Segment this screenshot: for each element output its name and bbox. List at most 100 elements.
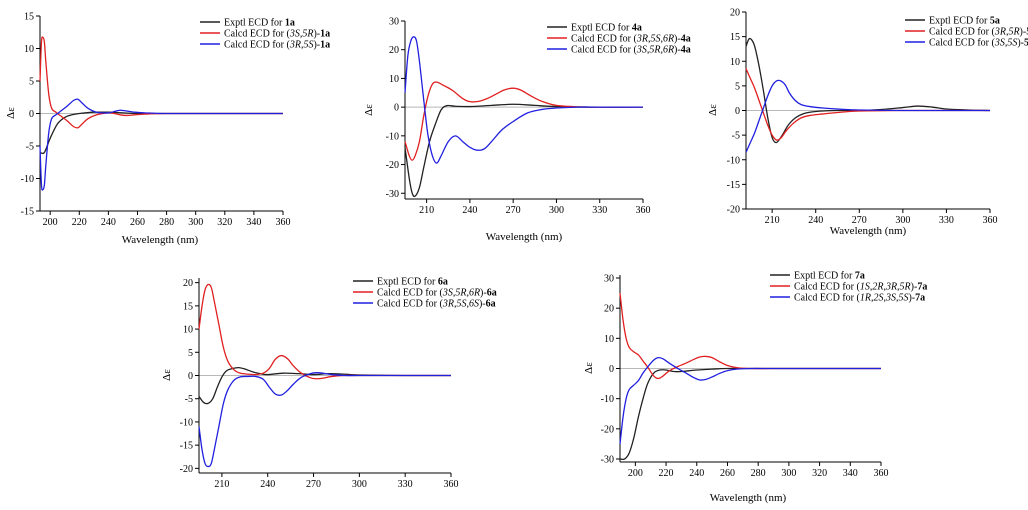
legend-entry: Calcd ECD for (3R,5S,6S)-6a xyxy=(377,299,496,310)
x-tick-label: 300 xyxy=(549,205,564,216)
x-tick-label: 260 xyxy=(130,217,145,228)
x-tick-label: 300 xyxy=(352,479,367,490)
x-tick-label: 360 xyxy=(983,215,998,226)
x-tick-label: 260 xyxy=(720,468,735,479)
series-line-2 xyxy=(404,81,644,161)
legend-entry: Calcd ECD for (3S,5R,6R)-4a xyxy=(571,45,691,56)
y-axis-title: Δε xyxy=(707,104,719,116)
legend-entry: Exptl ECD for 4a xyxy=(571,23,642,34)
y-tick-label: 15 xyxy=(183,301,193,312)
x-tick-label: 330 xyxy=(592,205,607,216)
legend-entry: Calcd ECD for (3R,5S)-1a xyxy=(224,40,330,51)
x-tick-label: 220 xyxy=(659,468,674,479)
y-axis-title: Δε xyxy=(363,104,375,116)
x-tick-label: 240 xyxy=(462,205,477,216)
legend-entry: Exptl ECD for 5a xyxy=(929,16,1000,27)
y-tick-label: -15 xyxy=(21,207,34,218)
x-tick-label: 360 xyxy=(276,217,291,228)
x-tick-label: 270 xyxy=(852,215,867,226)
x-tick-label: 360 xyxy=(874,468,889,479)
legend-entry: Exptl ECD for 7a xyxy=(794,271,865,282)
series-line-1 xyxy=(745,37,991,144)
y-tick-label: 20 xyxy=(183,278,193,289)
chart-panel-e: -30 -20 -10 0 10 20 30 200 220 240 260 280 300 320 340… xyxy=(583,271,927,505)
y-tick-label: -20 xyxy=(386,160,399,171)
series-line-2 xyxy=(198,283,451,380)
chart-panel-d: -20 -15 -10 -5 0 5 10 15 20 210 240 270 300 330 360 Δε E… xyxy=(161,277,497,491)
x-tick-label: 220 xyxy=(72,217,87,228)
y-tick-label: -30 xyxy=(601,454,614,465)
legend-entry: Calcd ECD for (3R,5S,6R)-4a xyxy=(571,34,691,45)
y-tick-label: -5 xyxy=(26,142,34,153)
x-tick-label: 300 xyxy=(188,217,203,228)
y-tick-label: 10 xyxy=(604,334,614,345)
series-line-3 xyxy=(619,356,881,444)
legend-entry: Calcd ECD for (1R,2S,3S,5S)-7a xyxy=(794,293,925,304)
chart-panel-a: -15 -10 -5 0 5 10 15 200 220 240 260 280 300 320 340 36… xyxy=(5,12,330,247)
series-line-3 xyxy=(198,372,451,468)
series-line-1 xyxy=(198,366,452,405)
x-axis-title: Wavelength (nm) xyxy=(710,492,787,504)
y-tick-label: 5 xyxy=(735,81,740,92)
y-tick-label: 0 xyxy=(735,106,740,117)
y-tick-label: -10 xyxy=(21,174,34,185)
y-tick-label: 30 xyxy=(389,17,399,28)
y-tick-label: 20 xyxy=(604,304,614,315)
chart-panel-b: -30 -20 -10 0 10 20 30 210 240 270 300 330 360 Wavele… xyxy=(363,17,691,244)
y-tick-label: -20 xyxy=(180,464,193,475)
series-line-3 xyxy=(745,79,990,153)
y-tick-label: 0 xyxy=(609,364,614,375)
legend-entry: Calcd ECD for (3S,5S)-5a xyxy=(929,38,1028,49)
legend-entry: Calcd ECD for (3R,5R)-5a xyxy=(929,27,1028,38)
y-tick-label: -5 xyxy=(185,394,193,405)
x-tick-label: 210 xyxy=(765,215,780,226)
legend-entry: Calcd ECD for (3S,5R)-1a xyxy=(224,29,330,40)
x-tick-label: 270 xyxy=(506,205,521,216)
x-axis-title: Wavelength (nm) xyxy=(830,225,907,237)
y-tick-label: -20 xyxy=(727,205,740,216)
series-line-2 xyxy=(619,293,881,380)
y-tick-label: -10 xyxy=(601,394,614,405)
y-tick-label: 30 xyxy=(604,274,614,285)
x-tick-label: 360 xyxy=(444,479,459,490)
x-tick-label: 210 xyxy=(214,479,229,490)
x-tick-label: 340 xyxy=(843,468,858,479)
x-tick-label: 300 xyxy=(781,468,796,479)
x-tick-label: 320 xyxy=(217,217,232,228)
legend-entry: Exptl ECD for 6a xyxy=(377,277,448,288)
y-tick-label: -15 xyxy=(180,441,193,452)
y-tick-label: -5 xyxy=(732,131,740,142)
x-tick-label: 200 xyxy=(628,468,643,479)
series-line-1 xyxy=(619,367,881,461)
y-tick-label: -10 xyxy=(180,417,193,428)
series-line-2 xyxy=(39,36,283,129)
y-tick-label: 15 xyxy=(730,32,740,43)
y-tick-label: 0 xyxy=(188,371,193,382)
x-tick-label: 240 xyxy=(808,215,823,226)
y-tick-label: -10 xyxy=(727,155,740,166)
x-tick-label: 340 xyxy=(246,217,261,228)
y-axis-title: Δε xyxy=(5,107,17,119)
y-tick-label: 10 xyxy=(24,44,34,55)
series-line-1 xyxy=(39,111,283,155)
x-axis-title: Wavelength (nm) xyxy=(122,234,199,246)
x-tick-label: 240 xyxy=(101,217,116,228)
legend-entry: Calcd ECD for (1S,2R,3R,5R)-7a xyxy=(794,282,927,293)
x-tick-label: 200 xyxy=(43,217,58,228)
x-axis-title: Wavelength (nm) xyxy=(486,231,563,243)
x-tick-label: 270 xyxy=(306,479,321,490)
x-tick-label: 360 xyxy=(636,205,651,216)
y-tick-label: -30 xyxy=(386,189,399,200)
series-line-3 xyxy=(39,98,283,191)
series-line-1 xyxy=(404,103,644,198)
x-tick-label: 330 xyxy=(939,215,954,226)
y-tick-label: 10 xyxy=(183,325,193,336)
x-tick-label: 280 xyxy=(159,217,174,228)
y-tick-label: 10 xyxy=(389,74,399,85)
x-tick-label: 240 xyxy=(689,468,704,479)
x-tick-label: 240 xyxy=(260,479,275,490)
y-axis-title: Δε xyxy=(583,362,595,374)
y-tick-label: 10 xyxy=(730,57,740,68)
y-tick-label: 0 xyxy=(394,103,399,114)
